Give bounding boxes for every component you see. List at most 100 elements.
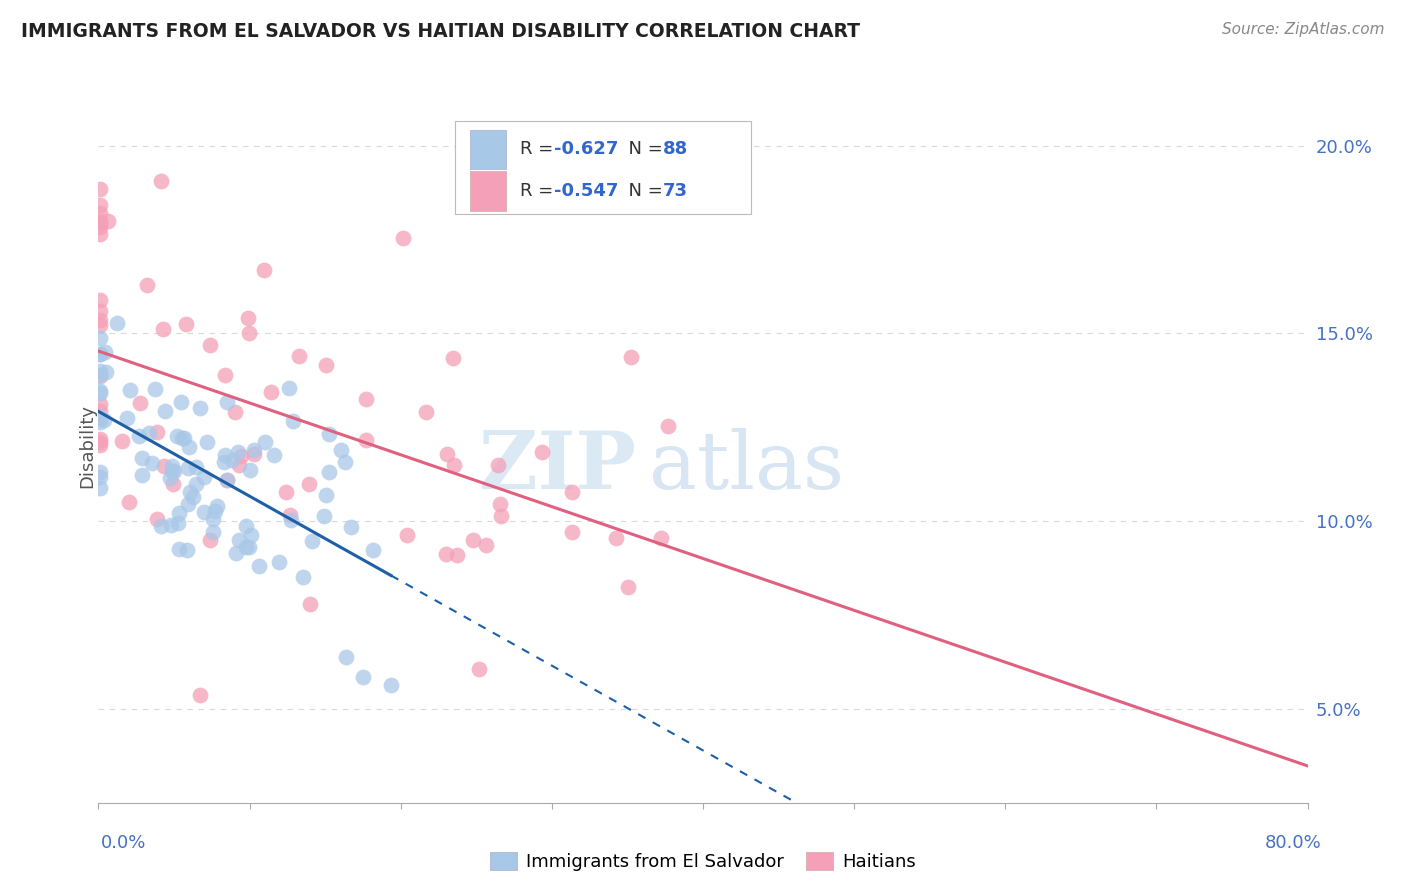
- Point: [136, 277, 159, 292]
- Point: [193, 470, 215, 484]
- Point: [650, 531, 672, 545]
- Point: [657, 418, 679, 433]
- Point: [155, 404, 177, 418]
- Text: N =: N =: [617, 182, 669, 200]
- Point: [617, 581, 640, 595]
- Point: [195, 434, 218, 449]
- Point: [105, 316, 128, 330]
- Point: [434, 547, 457, 561]
- Text: 73: 73: [664, 182, 688, 200]
- Point: [287, 349, 309, 363]
- Point: [298, 597, 321, 611]
- Point: [380, 678, 402, 692]
- Point: [89, 206, 111, 220]
- Point: [89, 347, 111, 361]
- Point: [143, 382, 166, 396]
- Point: [89, 470, 111, 484]
- Point: [176, 542, 198, 557]
- Point: [193, 505, 215, 519]
- Point: [89, 410, 111, 425]
- Point: [215, 394, 238, 409]
- Text: -0.547: -0.547: [554, 182, 619, 200]
- Point: [169, 542, 191, 557]
- FancyBboxPatch shape: [456, 121, 751, 214]
- Point: [179, 484, 201, 499]
- Point: [315, 488, 337, 502]
- Point: [89, 384, 111, 399]
- Point: [172, 431, 194, 445]
- Point: [188, 688, 211, 702]
- Point: [169, 506, 191, 520]
- Point: [162, 458, 184, 473]
- Point: [153, 459, 176, 474]
- Point: [354, 434, 377, 448]
- Point: [89, 331, 111, 345]
- FancyBboxPatch shape: [470, 171, 506, 211]
- Point: [89, 216, 111, 230]
- Point: [229, 449, 252, 463]
- Point: [89, 198, 111, 212]
- Legend: Immigrants from El Salvador, Haitians: Immigrants from El Salvador, Haitians: [484, 846, 922, 879]
- Point: [278, 508, 301, 523]
- Point: [312, 508, 335, 523]
- Point: [94, 365, 117, 379]
- Point: [89, 434, 111, 449]
- Point: [160, 464, 183, 478]
- Point: [162, 464, 184, 478]
- Point: [204, 504, 226, 518]
- Point: [395, 528, 418, 542]
- Point: [260, 384, 283, 399]
- Point: [391, 231, 413, 245]
- Point: [89, 364, 111, 378]
- Point: [243, 442, 266, 457]
- Point: [318, 427, 340, 442]
- Point: [205, 500, 228, 514]
- Point: [131, 468, 153, 483]
- Point: [226, 445, 249, 459]
- Point: [217, 473, 239, 487]
- Point: [561, 524, 583, 539]
- Point: [240, 528, 263, 542]
- Point: [461, 533, 484, 547]
- Point: [190, 401, 212, 416]
- Point: [468, 662, 491, 676]
- Point: [166, 428, 188, 442]
- Point: [89, 432, 111, 446]
- Point: [436, 447, 458, 461]
- Point: [89, 304, 111, 318]
- Point: [247, 558, 270, 573]
- Point: [181, 490, 204, 504]
- Point: [167, 516, 190, 531]
- Point: [89, 415, 111, 429]
- Point: [111, 434, 134, 448]
- Y-axis label: Disability: Disability: [79, 404, 96, 488]
- Point: [149, 518, 172, 533]
- Point: [141, 456, 163, 470]
- Text: ZIP: ZIP: [479, 428, 637, 507]
- Point: [186, 476, 208, 491]
- Point: [235, 519, 257, 533]
- Point: [120, 383, 142, 397]
- Point: [89, 481, 111, 495]
- Point: [354, 392, 377, 406]
- Point: [228, 458, 250, 473]
- Text: Source: ZipAtlas.com: Source: ZipAtlas.com: [1222, 22, 1385, 37]
- Point: [162, 476, 184, 491]
- Point: [252, 262, 274, 277]
- Point: [138, 426, 160, 441]
- Point: [235, 540, 257, 554]
- Point: [89, 369, 111, 384]
- Point: [94, 345, 117, 359]
- Point: [89, 397, 111, 411]
- Point: [89, 182, 111, 196]
- Point: [131, 450, 153, 465]
- Text: R =: R =: [520, 140, 560, 158]
- Text: R =: R =: [520, 182, 560, 200]
- Point: [152, 322, 174, 336]
- Point: [128, 395, 150, 409]
- Point: [214, 368, 236, 382]
- Point: [174, 317, 197, 331]
- Text: 0.0%: 0.0%: [101, 834, 146, 852]
- Point: [184, 459, 207, 474]
- Point: [224, 405, 246, 419]
